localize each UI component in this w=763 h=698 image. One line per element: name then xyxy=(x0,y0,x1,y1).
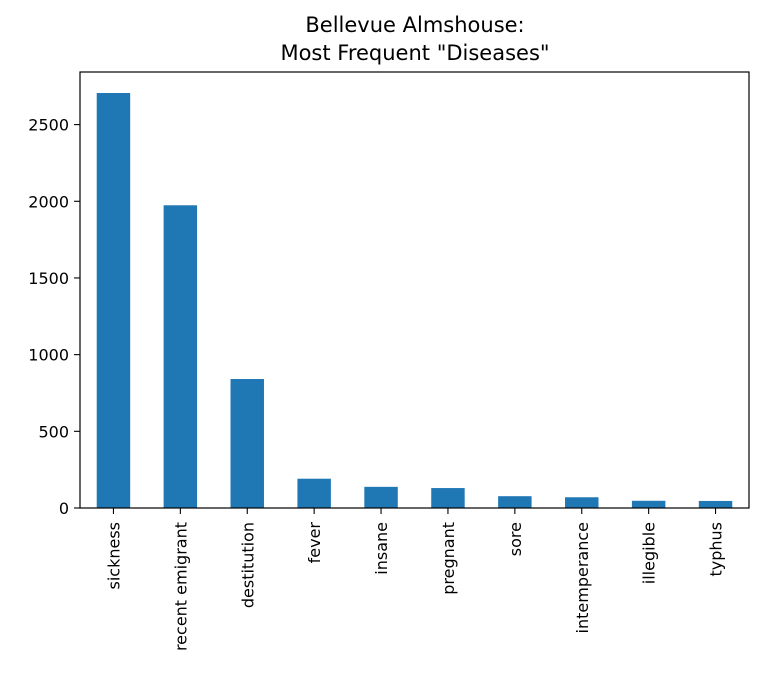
bar-illegible xyxy=(631,500,666,508)
chart-title-line-2: Most Frequent "Diseases" xyxy=(280,41,549,65)
bars-group xyxy=(96,93,733,509)
bar-pregnant xyxy=(431,488,465,508)
chart-title-line-1: Bellevue Almshouse: xyxy=(305,13,524,37)
y-tick-label: 2500 xyxy=(28,116,69,135)
y-tick-label: 1500 xyxy=(28,269,69,288)
x-tick-label: fever xyxy=(305,522,324,564)
y-tick-label: 1000 xyxy=(28,346,69,365)
bar-recent-emigrant xyxy=(163,205,198,508)
x-axis: sickness recent emigrant destitution fever i… xyxy=(104,508,726,651)
bar-intemperance xyxy=(565,497,599,508)
bar-typhus xyxy=(698,500,733,508)
x-tick-label: recent emigrant xyxy=(171,522,190,651)
x-tick-label: illegible xyxy=(640,522,659,584)
x-tick-label: destitution xyxy=(238,522,257,608)
y-axis: 0 500 1000 1500 2000 2500 xyxy=(28,116,80,518)
x-tick-label: intemperance xyxy=(573,522,592,633)
x-tick-label: typhus xyxy=(707,522,726,577)
x-tick-label: sore xyxy=(506,522,525,556)
bar-insane xyxy=(364,486,398,508)
bar-fever xyxy=(297,478,331,508)
bar-destitution xyxy=(230,379,264,508)
bar-sickness xyxy=(96,93,131,509)
y-tick-label: 0 xyxy=(59,499,69,518)
x-tick-label: pregnant xyxy=(439,522,458,595)
x-tick-label: insane xyxy=(372,522,391,575)
y-tick-label: 2000 xyxy=(28,192,69,211)
y-tick-label: 500 xyxy=(38,422,69,441)
plot-frame xyxy=(79,71,750,509)
x-tick-label: sickness xyxy=(104,522,123,590)
bar-sore xyxy=(498,496,532,508)
